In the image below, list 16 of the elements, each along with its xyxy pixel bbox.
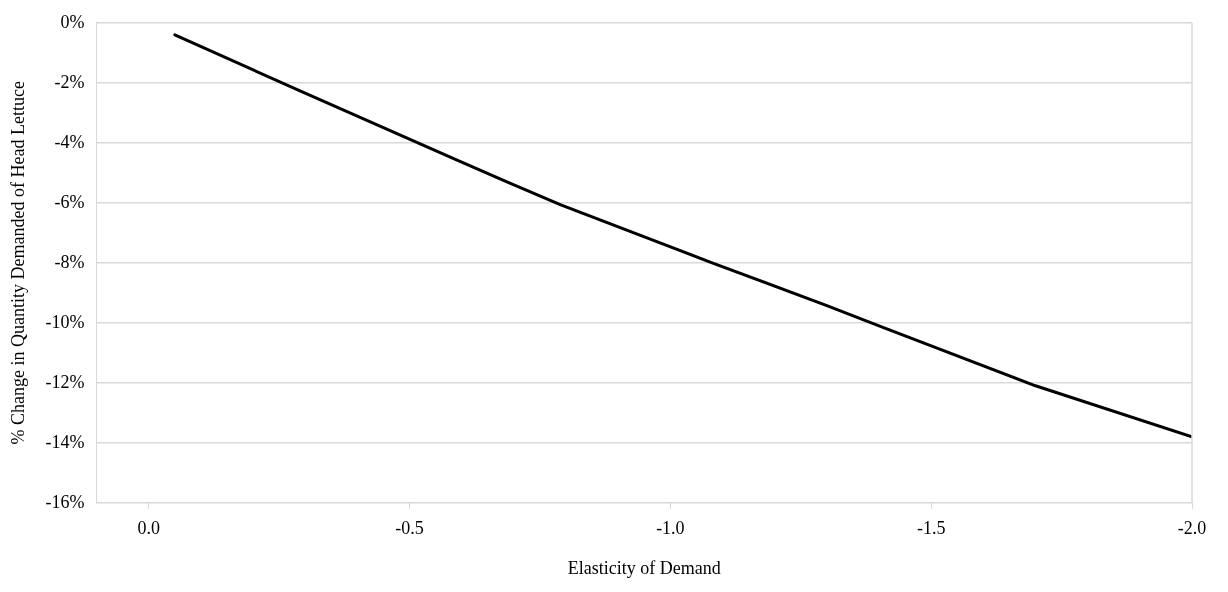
x-axis-title: Elasticity of Demand [567, 557, 721, 578]
x-tick-label: -1.5 [916, 518, 946, 539]
y-tick-label: -10% [45, 311, 85, 332]
y-tick-label: -14% [45, 431, 85, 452]
y-tick-label: -8% [54, 251, 85, 272]
y-tick-label: -4% [54, 131, 85, 152]
y-tick-label: -6% [54, 191, 85, 212]
y-tick-label: -2% [54, 71, 85, 92]
x-tick-label: -0.5 [395, 518, 424, 539]
y-tick-label: -16% [45, 491, 85, 512]
x-tick-label: 0.0 [137, 518, 160, 539]
y-tick-label: 0% [60, 11, 85, 32]
y-tick-label: -12% [45, 371, 85, 392]
x-tick-label: -1.0 [656, 518, 685, 539]
x-tick-label: -2.0 [1177, 518, 1207, 539]
y-axis-title: % Change in Quantity Demanded of Head Lettuce [7, 81, 28, 445]
